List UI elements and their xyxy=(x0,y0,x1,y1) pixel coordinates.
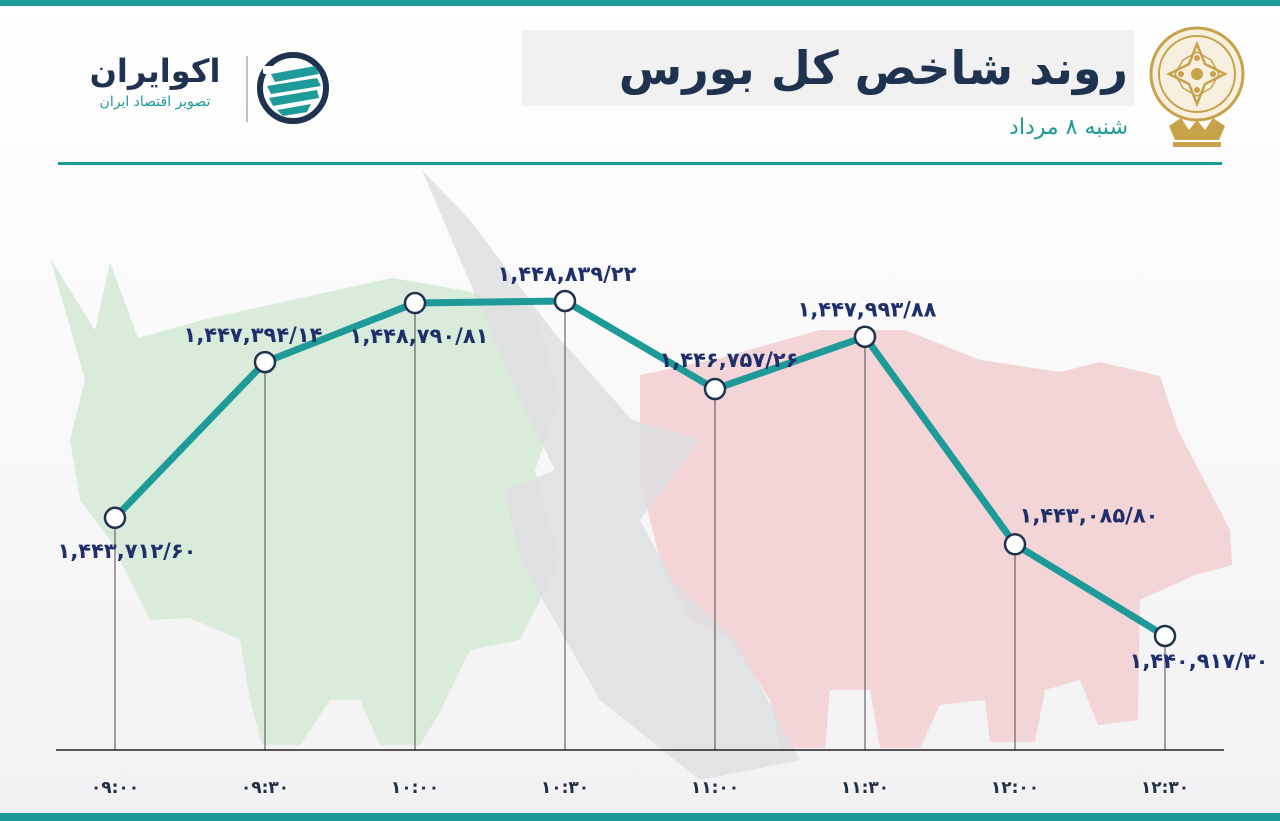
title-background xyxy=(522,30,1134,106)
data-label: ۱,۴۴۷,۳۹۴/۱۴ xyxy=(184,323,323,347)
ecoiran-logo-icon xyxy=(257,52,329,124)
x-tick-label: ۰۹:۳۰ xyxy=(241,778,289,798)
x-tick-label: ۱۲:۳۰ xyxy=(1141,778,1189,798)
data-point xyxy=(253,350,277,374)
data-point xyxy=(1153,624,1177,648)
data-label: ۱,۴۴۳,۷۱۲/۶۰ xyxy=(58,539,197,563)
background-decoration xyxy=(50,170,1232,780)
data-points xyxy=(103,289,1177,648)
series-line-group xyxy=(111,297,1169,640)
brand-tagline: تصویر اقتصاد ایران xyxy=(99,94,211,110)
x-tick-labels: ۰۹:۰۰ ۰۹:۳۰ ۱۰:۰۰ ۱۰:۳۰ ۱۱:۰۰ ۱۱:۳۰ ۱۲:۰۰ ۱۲:۳۰ xyxy=(91,778,1189,798)
header-divider xyxy=(58,162,1222,165)
x-tick-label: ۱۱:۰۰ xyxy=(691,778,739,798)
bear-silhouette xyxy=(640,330,1232,748)
bottom-accent-bar xyxy=(0,813,1280,821)
logo-separator xyxy=(246,56,248,122)
data-point xyxy=(853,325,877,348)
stock-exchange-seal-icon xyxy=(1149,26,1245,147)
data-point xyxy=(403,291,427,315)
data-label: ۱,۴۴۸,۸۳۹/۲۲ xyxy=(498,262,637,286)
series-line xyxy=(111,297,1169,640)
data-point xyxy=(1003,533,1027,556)
down-arrow-shape xyxy=(422,170,800,780)
data-label: ۱,۴۴۳,۰۸۵/۸۰ xyxy=(1020,503,1159,527)
x-tick-label: ۱۲:۰۰ xyxy=(991,778,1039,798)
x-tick-label: ۰۹:۰۰ xyxy=(91,778,139,798)
data-label: ۱,۴۴۷,۹۹۳/۸۸ xyxy=(798,298,937,322)
x-tick-label: ۱۰:۰۰ xyxy=(391,778,439,798)
brand-wordmark: اکوایران تصویر اقتصاد ایران xyxy=(70,50,240,112)
bull-silhouette xyxy=(50,258,560,745)
top-accent-bar xyxy=(0,0,1280,6)
data-label: ۱,۴۴۰,۹۱۷/۳۰ xyxy=(1130,649,1269,673)
x-tick-label: ۱۰:۳۰ xyxy=(541,778,589,798)
x-tick-label: ۱۱:۳۰ xyxy=(841,778,889,798)
page-title: روند شاخص کل بورس xyxy=(618,41,1128,95)
data-label: ۱,۴۴۶,۷۵۷/۲۶ xyxy=(660,348,799,372)
data-point xyxy=(703,377,727,401)
data-labels: ۱,۴۴۳,۷۱۲/۶۰ ۱,۴۴۷,۳۹۴/۱۴ ۱,۴۴۸,۷۹۰/۸۱ ۱,۴۴… xyxy=(58,262,1269,673)
data-label: ۱,۴۴۸,۷۹۰/۸۱ xyxy=(350,324,489,348)
brand-name: اکوایران xyxy=(89,52,221,90)
data-point xyxy=(103,506,127,530)
drop-lines xyxy=(114,312,1166,750)
date-subtitle: شنبه ۸ مرداد xyxy=(1009,115,1128,140)
data-point xyxy=(553,289,577,313)
